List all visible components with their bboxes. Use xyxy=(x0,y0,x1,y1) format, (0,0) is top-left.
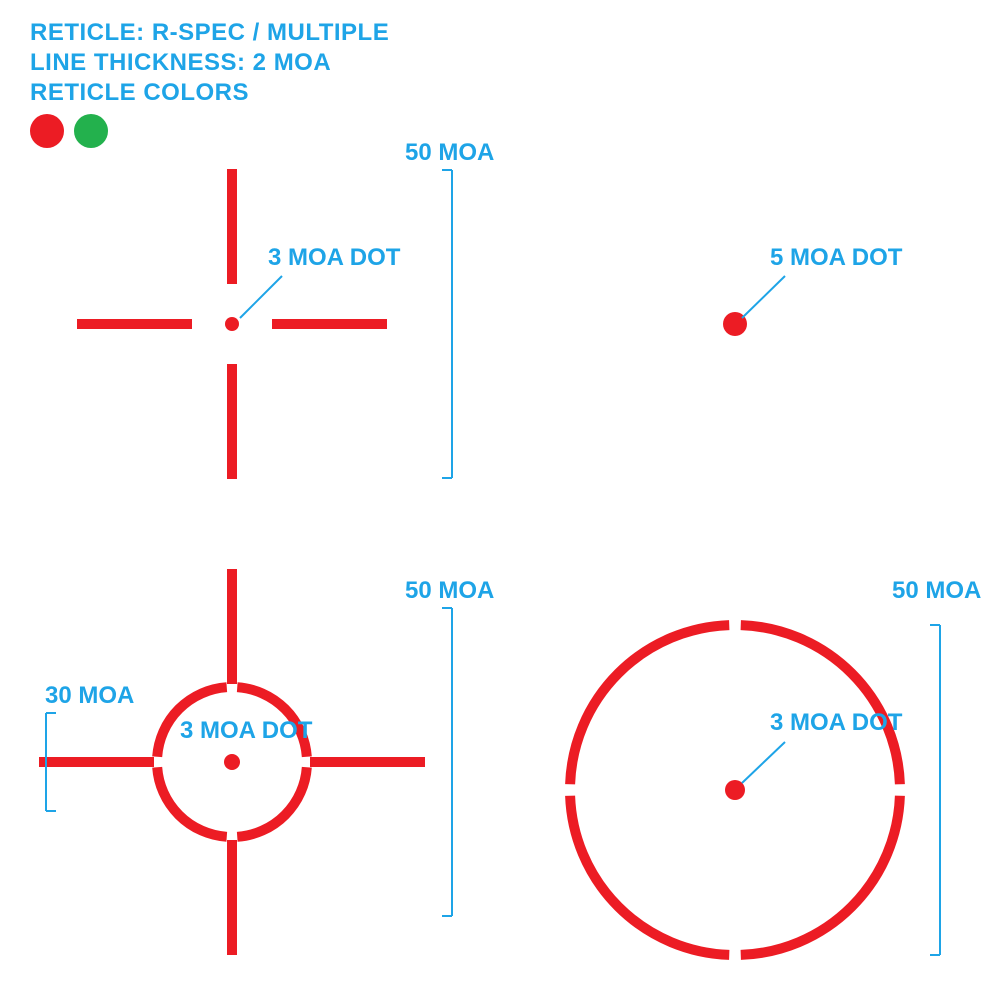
bl-center-dot xyxy=(224,754,240,770)
tl-center-dot xyxy=(225,317,239,331)
swatch-green xyxy=(74,114,108,148)
tr-dot-callout-line xyxy=(742,276,785,318)
br-dot-callout-label: 3 MOA DOT xyxy=(770,709,903,736)
tr-dot-callout-label: 5 MOA DOT xyxy=(770,244,903,271)
br-dot-callout-line xyxy=(742,742,785,783)
header-line-2: LINE THICKNESS: 2 MOA xyxy=(30,48,389,78)
bl-dot-label: 3 MOA DOT xyxy=(180,717,313,744)
color-swatches xyxy=(30,114,389,153)
header-block: RETICLE: R-SPEC / MULTIPLE LINE THICKNES… xyxy=(30,18,389,153)
tl-dim-50-label: 50 MOA xyxy=(405,139,494,166)
header-line-1: RETICLE: R-SPEC / MULTIPLE xyxy=(30,18,389,48)
header-line-3: RETICLE COLORS xyxy=(30,78,389,108)
tl-dot-callout-line xyxy=(240,276,282,318)
br-circle-arc-1 xyxy=(570,796,729,955)
br-dim-50-label: 50 MOA xyxy=(892,577,981,604)
bl-dim-50-label: 50 MOA xyxy=(405,577,494,604)
bl-circle-arc-0 xyxy=(237,767,307,837)
bl-circle-arc-1 xyxy=(157,767,227,837)
br-circle-arc-0 xyxy=(741,796,900,955)
tl-dot-callout-label: 3 MOA DOT xyxy=(268,244,401,271)
swatch-red xyxy=(30,114,64,148)
br-circle-arc-2 xyxy=(570,625,729,784)
bl-dim-30-label: 30 MOA xyxy=(45,682,134,709)
